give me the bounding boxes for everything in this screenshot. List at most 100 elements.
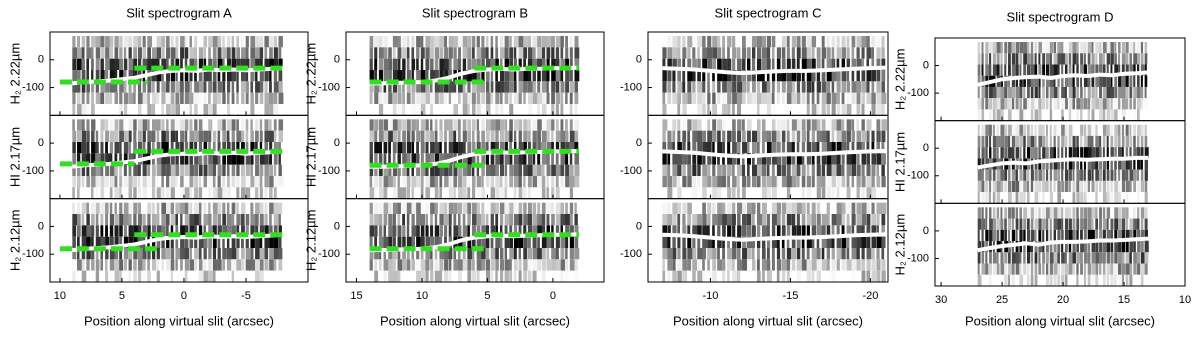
x-axis-label: Position along virtual slit (arcsec)	[673, 313, 863, 328]
texture-cell	[246, 36, 249, 47]
texture-cell	[379, 131, 384, 142]
texture-cell	[119, 214, 123, 225]
texture-cell	[832, 165, 837, 176]
texture-cell	[677, 70, 681, 81]
texture-cell	[1095, 76, 1099, 87]
texture-cell	[847, 176, 850, 187]
texture-cell	[574, 176, 579, 187]
subpanel: 0-100HI 2.17µm	[892, 121, 1185, 204]
texture-cell	[519, 203, 523, 214]
texture-cell	[453, 203, 457, 214]
texture-cell	[523, 36, 528, 47]
texture-cell	[1031, 181, 1033, 192]
texture-cell	[852, 271, 856, 282]
texture-cell	[852, 165, 856, 176]
texture-cell	[124, 47, 126, 58]
texture-cell	[388, 225, 393, 236]
texture-cell	[692, 131, 697, 142]
texture-cell	[185, 131, 187, 142]
texture-cell	[444, 225, 447, 236]
texture-cell	[91, 142, 96, 153]
texture-cell	[1054, 264, 1058, 275]
texture-cell	[533, 81, 536, 92]
texture-cell	[767, 36, 771, 47]
texture-cell	[1004, 136, 1008, 147]
texture-cell	[1038, 170, 1042, 181]
texture-cell	[1057, 275, 1060, 286]
texture-cell	[981, 136, 984, 147]
texture-cell	[279, 104, 284, 115]
texture-cell	[467, 225, 469, 236]
texture-cell	[236, 104, 239, 115]
texture-cell	[876, 81, 880, 92]
texture-cell	[180, 47, 184, 58]
texture-cell	[537, 271, 541, 282]
texture-cell	[767, 214, 770, 225]
texture-cell	[717, 104, 720, 115]
texture-cell	[528, 70, 531, 81]
texture-cell	[509, 36, 511, 47]
texture-cell	[717, 81, 720, 92]
texture-cell	[100, 225, 103, 236]
texture-cell	[570, 176, 575, 187]
texture-cell	[86, 59, 89, 70]
texture-cell	[1076, 170, 1080, 181]
texture-cell	[1042, 264, 1044, 275]
texture-cell	[133, 36, 138, 47]
y-tick-label: -100	[318, 165, 340, 177]
texture-cell	[260, 176, 263, 187]
texture-cell	[881, 214, 885, 225]
texture-cell	[491, 259, 495, 270]
texture-cell	[1122, 53, 1126, 64]
texture-cell	[1080, 192, 1083, 203]
texture-cell	[866, 214, 870, 225]
texture-cell	[425, 93, 430, 104]
texture-cell	[871, 131, 874, 142]
texture-cell	[981, 87, 985, 98]
texture-cell	[1038, 264, 1041, 275]
texture-cell	[847, 237, 850, 248]
texture-cell	[166, 165, 171, 176]
texture-cell	[662, 119, 667, 130]
texture-cell	[1023, 264, 1026, 275]
texture-cell	[1031, 147, 1035, 158]
texture-cell	[407, 142, 411, 153]
spectrum-texture	[370, 119, 580, 198]
texture-cell	[505, 93, 509, 104]
texture-cell	[762, 47, 767, 58]
texture-cell	[77, 203, 80, 214]
texture-cell	[692, 119, 697, 130]
texture-cell	[519, 214, 523, 225]
texture-cell	[185, 214, 190, 225]
texture-cell	[255, 119, 258, 130]
texture-cell	[528, 248, 532, 259]
texture-cell	[72, 259, 75, 270]
texture-cell	[556, 131, 561, 142]
texture-cell	[672, 203, 677, 214]
texture-cell	[523, 119, 527, 130]
y-tick-label: -100	[620, 81, 642, 93]
texture-cell	[105, 271, 108, 282]
texture-cell	[1095, 136, 1099, 147]
texture-cell	[997, 64, 1000, 75]
texture-cell	[677, 131, 680, 142]
texture-cell	[1057, 64, 1059, 75]
texture-cell	[881, 271, 885, 282]
texture-cell	[82, 187, 85, 198]
texture-cell	[374, 271, 378, 282]
texture-cell	[997, 109, 1001, 120]
texture-cell	[533, 259, 537, 270]
texture-cell	[742, 81, 747, 92]
texture-cell	[143, 176, 147, 187]
texture-cell	[133, 131, 136, 142]
texture-cell	[1129, 53, 1132, 64]
texture-cell	[752, 271, 756, 282]
texture-cell	[832, 259, 836, 270]
texture-cell	[837, 187, 840, 198]
texture-cell	[222, 187, 226, 198]
texture-cell	[997, 42, 1001, 53]
texture-cell	[1122, 136, 1125, 147]
texture-cell	[1057, 230, 1060, 241]
texture-cell	[388, 36, 392, 47]
texture-cell	[421, 119, 425, 130]
